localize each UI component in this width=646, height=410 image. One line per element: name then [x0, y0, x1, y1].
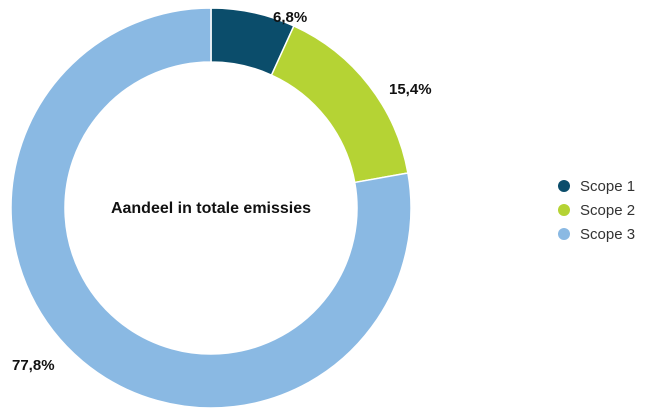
data-label-scope-1: 6,8% [273, 9, 307, 26]
data-label-scope-2: 15,4% [389, 81, 432, 98]
legend-label-scope-1: Scope 1 [580, 178, 635, 195]
data-label-scope-3: 77,8% [12, 357, 55, 374]
data-labels: 6,8% 15,4% 77,8% [12, 9, 432, 374]
slice-scope-3 [10, 7, 412, 409]
legend-marker-scope-1 [558, 180, 570, 192]
legend: Scope 1 Scope 2 Scope 3 [558, 178, 635, 243]
slice-scope-2 [270, 24, 409, 184]
legend-marker-scope-2 [558, 204, 570, 216]
chart-center-title: Aandeel in totale emissies [111, 200, 311, 217]
legend-marker-scope-3 [558, 228, 570, 240]
donut-slices [10, 7, 412, 409]
legend-label-scope-3: Scope 3 [580, 226, 635, 243]
legend-label-scope-2: Scope 2 [580, 202, 635, 219]
